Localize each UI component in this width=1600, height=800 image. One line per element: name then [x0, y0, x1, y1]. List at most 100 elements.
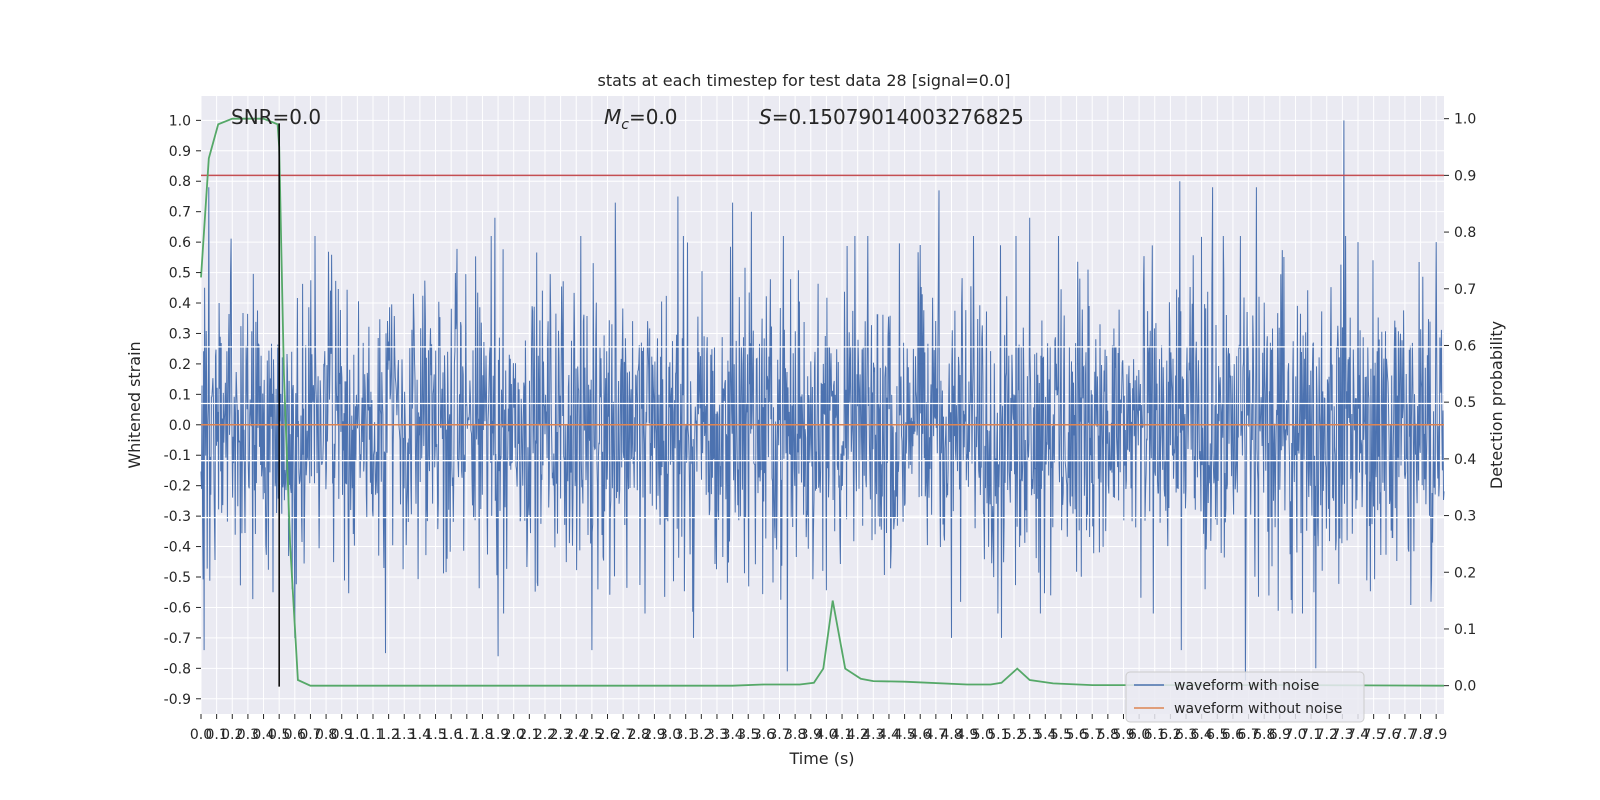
x-tick-label: 6.8 — [1253, 727, 1275, 743]
x-tick-label: 4.5 — [893, 727, 915, 743]
x-tick-label: 3.9 — [800, 727, 822, 743]
y-tick-label: -0.1 — [164, 448, 191, 464]
waveform-with-noise-line — [200, 120, 1445, 681]
x-tick-label: 0.0 — [190, 727, 212, 743]
x-tick-label: 2.8 — [628, 727, 650, 743]
x-tick-label: 1.9 — [487, 727, 509, 743]
legend: waveform with noise waveform without noi… — [1125, 671, 1365, 723]
y-tick-label: -0.8 — [164, 661, 191, 677]
y-tick-label: -0.6 — [164, 600, 191, 616]
x-tick-label: 6.0 — [1128, 727, 1150, 743]
y-tick-label: -0.3 — [164, 509, 191, 525]
x-tick-label: 0.5 — [268, 727, 290, 743]
annotation-mc-value: =0.0 — [629, 105, 678, 129]
x-tick-label: 1.6 — [440, 727, 462, 743]
x-tick-label: 5.8 — [1097, 727, 1119, 743]
x-tick-label: 1.3 — [393, 727, 415, 743]
legend-label-with-noise: waveform with noise — [1174, 678, 1319, 694]
x-tick-label: 6.4 — [1191, 727, 1213, 743]
x-tick-label: 5.1 — [987, 727, 1009, 743]
x-tick-label: 4.3 — [862, 727, 884, 743]
detection-probability-line — [200, 117, 1445, 687]
x-tick-label: 5.6 — [1065, 727, 1087, 743]
x-tick-label: 5.9 — [1112, 727, 1134, 743]
white-overlay-lines — [201, 346, 1444, 519]
x-tick-label: 7.3 — [1331, 727, 1353, 743]
y2-tick-label: 0.4 — [1454, 452, 1476, 468]
annotation-snr: SNR=0.0 — [231, 105, 321, 129]
x-tick-label: 7.2 — [1316, 727, 1338, 743]
x-tick-label: 7.4 — [1347, 727, 1369, 743]
x-tick-label: 3.8 — [784, 727, 806, 743]
y2-tick-label: 0.8 — [1454, 225, 1476, 241]
y-tick-label: 0.6 — [169, 235, 191, 251]
x-tick-label: 5.7 — [1081, 727, 1103, 743]
y-tick-label: 0.5 — [169, 266, 191, 282]
annotation-s-symbol: S — [759, 105, 772, 129]
x-tick-label: 6.3 — [1175, 727, 1197, 743]
x-tick-label: 4.7 — [925, 727, 947, 743]
x-tick-label: 4.1 — [831, 727, 853, 743]
x-tick-label: 7.8 — [1409, 727, 1431, 743]
y-tick-label: 0.0 — [169, 418, 191, 434]
x-tick-label: 4.4 — [878, 727, 900, 743]
x-tick-label: 2.6 — [596, 727, 618, 743]
x-tick-label: 1.5 — [424, 727, 446, 743]
y-tick-label: -0.2 — [164, 479, 191, 495]
x-tick-label: 2.4 — [565, 727, 587, 743]
y-axis-left-ticks: -0.9 -0.8 -0.7 -0.6 -0.5 -0.4 -0.3 -0.2 -0.1 0.0 0… — [164, 113, 201, 708]
x-tick-label: 4.2 — [847, 727, 869, 743]
x-tick-label: 0.2 — [221, 727, 243, 743]
x-tick-label: 5.5 — [1050, 727, 1072, 743]
x-tick-label: 7.6 — [1378, 727, 1400, 743]
x-tick-label: 5.3 — [1019, 727, 1041, 743]
x-tick-label: 3.4 — [721, 727, 743, 743]
annotation-mc-symbol: M — [604, 105, 621, 129]
y-tick-label: 0.9 — [169, 144, 191, 160]
x-tick-label: 3.1 — [675, 727, 697, 743]
y-tick-label: -0.5 — [164, 570, 191, 586]
x-tick-label: 4.8 — [940, 727, 962, 743]
x-tick-label: 0.4 — [252, 727, 274, 743]
x-tick-label: 1.4 — [409, 727, 431, 743]
y-axis-label: Whitened strain — [125, 341, 144, 468]
y-tick-label: 0.2 — [169, 357, 191, 373]
x-tick-label: 6.9 — [1269, 727, 1291, 743]
x-tick-label: 7.5 — [1363, 727, 1385, 743]
y-tick-label: 0.4 — [169, 296, 191, 312]
x-tick-label: 7.0 — [1284, 727, 1306, 743]
x-tick-label: 2.9 — [643, 727, 665, 743]
y2-tick-label: 0.2 — [1454, 565, 1476, 581]
y-tick-label: 0.8 — [169, 174, 191, 190]
y2-tick-label: 1.0 — [1454, 112, 1476, 128]
legend-label-without-noise: waveform without noise — [1174, 701, 1342, 717]
x-tick-label: 4.0 — [815, 727, 837, 743]
y2-axis-label: Detection probability — [1487, 321, 1506, 489]
x-tick-label: 1.0 — [346, 727, 368, 743]
x-tick-label: 7.9 — [1425, 727, 1447, 743]
x-tick-label: 6.1 — [1144, 727, 1166, 743]
y-tick-label: -0.7 — [164, 631, 191, 647]
y2-tick-label: 0.3 — [1454, 509, 1476, 525]
chart-title: stats at each timestep for test data 28 … — [598, 71, 1011, 90]
x-tick-label: 5.2 — [1003, 727, 1025, 743]
y-axis-right-ticks: 0.0 0.1 0.2 0.3 0.4 0.5 0.6 0.7 0.8 0.9 1.0 — [1444, 112, 1476, 695]
y2-tick-label: 0.5 — [1454, 395, 1476, 411]
y-tick-label: -0.9 — [164, 692, 191, 708]
y2-tick-label: 0.9 — [1454, 168, 1476, 184]
y2-tick-label: 0.0 — [1454, 679, 1476, 695]
x-tick-label: 2.5 — [581, 727, 603, 743]
y2-tick-label: 0.6 — [1454, 338, 1476, 354]
x-tick-label: 6.2 — [1159, 727, 1181, 743]
x-tick-label: 3.0 — [659, 727, 681, 743]
x-tick-label: 2.0 — [503, 727, 525, 743]
x-tick-label: 1.1 — [362, 727, 384, 743]
annotation-s-value: =0.15079014003276825 — [772, 105, 1024, 129]
annotation-s: S=0.15079014003276825 — [759, 105, 1024, 129]
series-lines — [200, 117, 1445, 687]
x-tick-label: 6.6 — [1222, 727, 1244, 743]
x-tick-label: 6.7 — [1237, 727, 1259, 743]
y2-tick-label: 0.7 — [1454, 282, 1476, 298]
y-tick-label: 1.0 — [169, 113, 191, 129]
y-tick-label: 0.7 — [169, 205, 191, 221]
